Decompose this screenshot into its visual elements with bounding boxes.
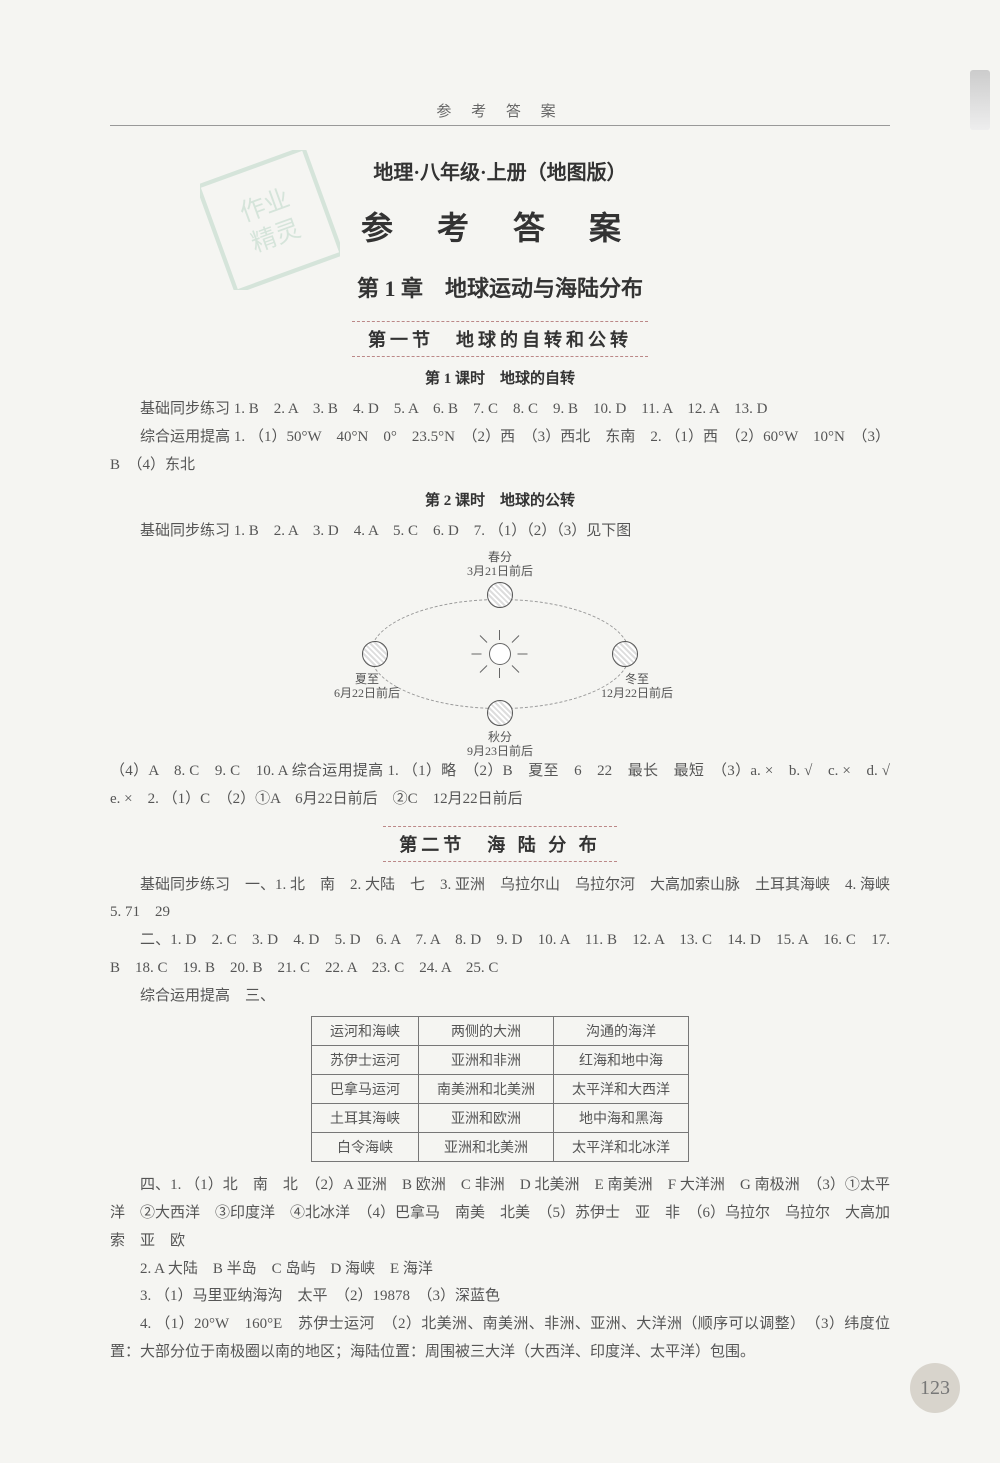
section-2-q3: 3. （1）马里亚纳海沟 太平 （2）19878 （3）深蓝色	[110, 1283, 890, 1311]
table-cell: 白令海峡	[312, 1133, 419, 1162]
table-cell: 太平洋和北冰洋	[554, 1133, 689, 1162]
sun-ray	[499, 630, 500, 640]
table-cell: 巴拿马运河	[312, 1075, 419, 1104]
section-2-label: 第二节 海 陆 分 布	[383, 826, 617, 862]
spine-decoration	[970, 70, 990, 130]
section-1-label: 第一节 地球的自转和公转	[352, 321, 648, 357]
sun-icon	[489, 643, 511, 665]
table-row: 苏伊士运河 亚洲和非洲 红海和地中海	[312, 1046, 689, 1075]
winter-label: 冬至12月22日前后	[590, 672, 684, 701]
table-cell: 南美洲和北美洲	[419, 1075, 554, 1104]
section-2-adv-label: 综合运用提高 三、	[110, 983, 890, 1011]
page-content: 参 考 答 案 地理·八年级·上册（地图版） 参 考 答 案 第 1 章 地球运…	[0, 0, 1000, 1427]
lesson-2-basic: 基础同步练习 1. B 2. A 3. D 4. A 5. C 6. D 7. …	[110, 518, 890, 546]
summer-label: 夏至6月22日前后	[322, 672, 412, 701]
table-cell: 土耳其海峡	[312, 1104, 419, 1133]
table-cell: 亚洲和欧洲	[419, 1104, 554, 1133]
sun-ray	[472, 654, 482, 655]
section-2-q2: 2. A 大陆 B 半岛 C 岛屿 D 海峡 E 海洋	[110, 1256, 890, 1284]
section-2-q4-block: 四、1. （1）北 南 北 （2）A 亚洲 B 欧洲 C 非洲 D 北美洲 E …	[110, 1172, 890, 1255]
table-cell: 亚洲和非洲	[419, 1046, 554, 1075]
table-row: 土耳其海峡 亚洲和欧洲 地中海和黑海	[312, 1104, 689, 1133]
running-header: 参 考 答 案	[110, 100, 890, 126]
lesson-1-advanced: 综合运用提高 1. （1）50°W 40°N 0° 23.5°N （2）西 （3…	[110, 424, 890, 480]
table-cell: 地中海和黑海	[554, 1104, 689, 1133]
lesson-2-title: 第 2 课时 地球的公转	[110, 489, 890, 510]
section-2-header: 第二节 海 陆 分 布	[110, 826, 890, 862]
earth-autumn	[487, 700, 513, 726]
sun-ray	[499, 668, 500, 678]
section-2-basic: 基础同步练习 一、1. 北 南 2. 大陆 七 3. 亚洲 乌拉尔山 乌拉尔河 …	[110, 872, 890, 928]
orbit-diagram: 春分3月21日前后 夏至6月22日前后 秋分9月23日前后 冬至12月22日前后	[340, 554, 660, 754]
section-2-q4: 4. （1）20°W 160°E 苏伊士运河 （2）北美洲、南美洲、非洲、亚洲、…	[110, 1311, 890, 1367]
lesson-1-title: 第 1 课时 地球的自转	[110, 367, 890, 388]
main-title: 参 考 答 案	[110, 203, 890, 249]
earth-spring	[487, 582, 513, 608]
earth-summer	[362, 641, 388, 667]
canal-table: 运河和海峡 两侧的大洲 沟通的海洋 苏伊士运河 亚洲和非洲 红海和地中海 巴拿马…	[311, 1016, 689, 1162]
table-cell: 太平洋和大西洋	[554, 1075, 689, 1104]
table-header: 两侧的大洲	[419, 1017, 554, 1046]
table-header-row: 运河和海峡 两侧的大洲 沟通的海洋	[312, 1017, 689, 1046]
table-cell: 红海和地中海	[554, 1046, 689, 1075]
table-row: 巴拿马运河 南美洲和北美洲 太平洋和大西洋	[312, 1075, 689, 1104]
table-row: 白令海峡 亚洲和北美洲 太平洋和北冰洋	[312, 1133, 689, 1162]
book-title: 地理·八年级·上册（地图版）	[110, 156, 890, 185]
chapter-title: 第 1 章 地球运动与海陆分布	[110, 271, 890, 303]
sun-ray	[518, 654, 528, 655]
page-number: 123	[910, 1363, 960, 1413]
lesson-2-after: （4）A 8. C 9. C 10. A 综合运用提高 1. （1）略 （2）B…	[110, 758, 890, 814]
table-cell: 苏伊士运河	[312, 1046, 419, 1075]
section-1-header: 第一节 地球的自转和公转	[110, 321, 890, 357]
section-2-mc: 二、1. D 2. C 3. D 4. D 5. D 6. A 7. A 8. …	[110, 927, 890, 983]
autumn-label: 秋分9月23日前后	[458, 730, 542, 759]
table-header: 沟通的海洋	[554, 1017, 689, 1046]
earth-winter	[612, 641, 638, 667]
table-cell: 亚洲和北美洲	[419, 1133, 554, 1162]
spring-label: 春分3月21日前后	[460, 550, 540, 579]
table-header: 运河和海峡	[312, 1017, 419, 1046]
lesson-1-basic: 基础同步练习 1. B 2. A 3. B 4. D 5. A 6. B 7. …	[110, 396, 890, 424]
